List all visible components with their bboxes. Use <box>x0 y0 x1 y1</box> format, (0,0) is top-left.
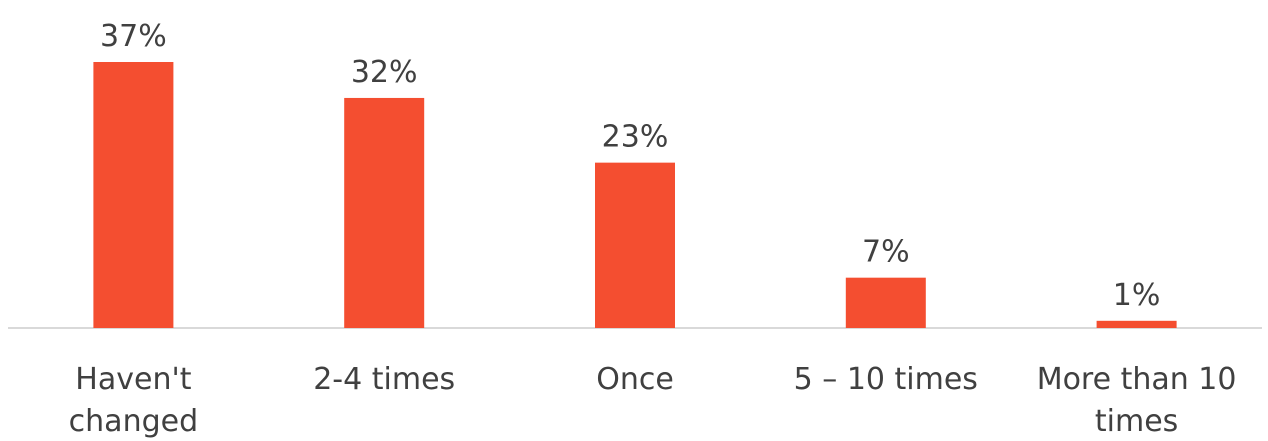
bar-3 <box>845 277 926 328</box>
data-label-4: 1% <box>1113 278 1161 313</box>
bar-1 <box>344 97 425 328</box>
data-labels-group: 37% 32% 23% 7% 1% <box>100 19 1160 313</box>
category-label-0: Haven't changed <box>69 362 198 439</box>
data-label-0: 37% <box>100 19 167 54</box>
category-label-3: 5 – 10 times <box>794 362 978 397</box>
category-label-4: More than 10 times <box>1037 362 1237 439</box>
data-label-1: 32% <box>351 55 418 90</box>
data-label-2: 23% <box>602 120 669 155</box>
category-label-1: 2-4 times <box>313 362 455 397</box>
bar-0 <box>93 62 174 328</box>
category-label-2: Once <box>596 362 674 397</box>
category-labels-group: Haven't changed 2-4 times Once 5 – 10 times M… <box>69 362 1237 439</box>
data-label-3: 7% <box>862 235 910 270</box>
bar-2 <box>595 162 675 328</box>
bars-group <box>93 62 1177 328</box>
bar-4 <box>1096 320 1177 328</box>
